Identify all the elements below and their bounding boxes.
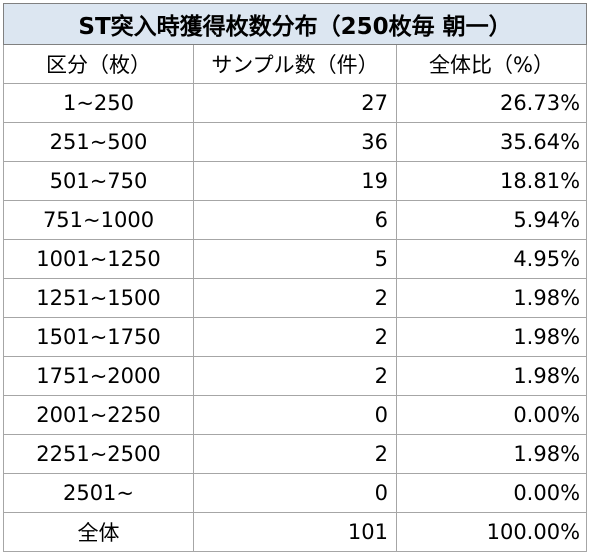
cell-pct[interactable]: 0.00% [395,473,588,513]
cell-range[interactable]: 1501~1750 [3,317,194,357]
total-row: 全体 101 100.00% [3,512,588,552]
table-title[interactable]: ST突入時獲得枚数分布（250枚毎 朝一） [2,3,588,45]
header-sample-count[interactable]: サンプル数（件） [193,44,397,84]
table-row: 1501~1750 2 1.98% [3,317,588,357]
header-row: 区分（枚） サンプル数（件） 全体比（%） [3,44,588,84]
cell-count[interactable]: 2 [193,278,397,318]
cell-pct[interactable]: 1.98% [395,434,588,474]
cell-range[interactable]: 2501~ [3,473,194,513]
cell-range[interactable]: 1751~2000 [3,356,194,396]
table-row: 501~750 19 18.81% [3,161,588,201]
cell-pct[interactable]: 1.98% [395,317,588,357]
table-row: 2501~ 0 0.00% [3,473,588,513]
cell-pct[interactable]: 18.81% [395,161,588,201]
cell-count[interactable]: 2 [193,434,397,474]
table-row: 1001~1250 5 4.95% [3,239,588,279]
cell-range[interactable]: 501~750 [3,161,194,201]
cell-pct[interactable]: 0.00% [395,395,588,435]
table-row: 251~500 36 35.64% [3,122,588,162]
cell-pct[interactable]: 1.98% [395,278,588,318]
table-row: 2001~2250 0 0.00% [3,395,588,435]
cell-pct[interactable]: 4.95% [395,239,588,279]
total-pct[interactable]: 100.00% [395,512,588,552]
cell-pct[interactable]: 1.98% [395,356,588,396]
total-label[interactable]: 全体 [3,512,194,552]
table-row: 2251~2500 2 1.98% [3,434,588,474]
cell-count[interactable]: 5 [193,239,397,279]
cell-count[interactable]: 2 [193,317,397,357]
cell-count[interactable]: 0 [193,473,397,513]
cell-count[interactable]: 6 [193,200,397,240]
title-row: ST突入時獲得枚数分布（250枚毎 朝一） [2,3,588,45]
header-range[interactable]: 区分（枚） [3,44,194,84]
cell-pct[interactable]: 35.64% [395,122,588,162]
table-row: 1751~2000 2 1.98% [3,356,588,396]
distribution-table: ST突入時獲得枚数分布（250枚毎 朝一） 区分（枚） サンプル数（件） 全体比… [2,3,588,552]
cell-range[interactable]: 2001~2250 [3,395,194,435]
cell-count[interactable]: 2 [193,356,397,396]
cell-pct[interactable]: 26.73% [395,83,588,123]
cell-range[interactable]: 1~250 [3,83,194,123]
cell-count[interactable]: 27 [193,83,397,123]
cell-count[interactable]: 0 [193,395,397,435]
table-row: 1251~1500 2 1.98% [3,278,588,318]
cell-range[interactable]: 751~1000 [3,200,194,240]
table-row: 1~250 27 26.73% [3,83,588,123]
cell-range[interactable]: 1001~1250 [3,239,194,279]
cell-pct[interactable]: 5.94% [395,200,588,240]
table-row: 751~1000 6 5.94% [3,200,588,240]
cell-range[interactable]: 2251~2500 [3,434,194,474]
cell-range[interactable]: 1251~1500 [3,278,194,318]
cell-count[interactable]: 36 [193,122,397,162]
cell-count[interactable]: 19 [193,161,397,201]
cell-range[interactable]: 251~500 [3,122,194,162]
total-count[interactable]: 101 [193,512,397,552]
header-share[interactable]: 全体比（%） [395,44,588,84]
